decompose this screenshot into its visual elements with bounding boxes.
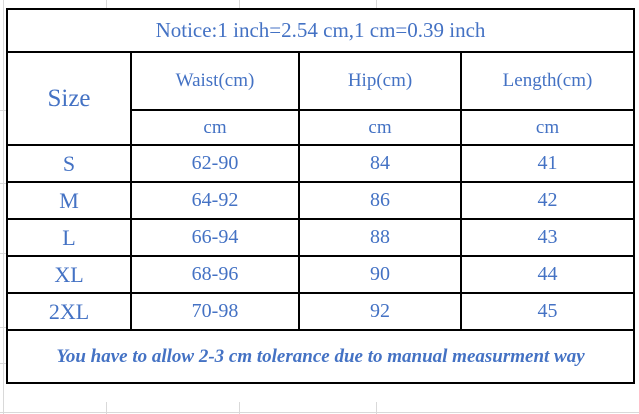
- size-label: M: [6, 181, 132, 220]
- sheet-gridline: [376, 402, 377, 414]
- hip-value: 84: [298, 144, 462, 183]
- table-row-l: L 66-94 88 43: [6, 218, 635, 257]
- length-column-header: Length(cm): [460, 51, 635, 111]
- waist-value: 68-96: [130, 255, 300, 294]
- length-value: 45: [460, 292, 635, 331]
- sheet-gridline: [106, 0, 107, 8]
- length-value: 42: [460, 181, 635, 220]
- size-label: XL: [6, 255, 132, 294]
- table-row-xl: XL 68-96 90 44: [6, 255, 635, 294]
- size-chart-table: Notice:1 inch=2.54 cm,1 cm=0.39 inch Siz…: [6, 8, 635, 384]
- header-row: Size Waist(cm) Hip(cm) Length(cm): [6, 51, 635, 146]
- waist-value: 70-98: [130, 292, 300, 331]
- size-label: L: [6, 218, 132, 257]
- unit-row: cm cm cm: [7, 109, 635, 146]
- size-column-header: Size: [6, 51, 132, 146]
- hip-unit-label: cm: [298, 109, 462, 146]
- tolerance-note: You have to allow 2-3 cm tolerance due t…: [6, 329, 635, 384]
- sheet-gridline: [0, 363, 6, 364]
- table-row-m: M 64-92 86 42: [6, 181, 635, 220]
- waist-column-header: Waist(cm): [130, 51, 300, 111]
- footer-row: You have to allow 2-3 cm tolerance due t…: [6, 329, 635, 384]
- sheet-gridline: [0, 412, 639, 413]
- size-label: S: [6, 144, 132, 183]
- hip-value: 86: [298, 181, 462, 220]
- waist-value: 66-94: [130, 218, 300, 257]
- length-value: 43: [460, 218, 635, 257]
- notice-row: Notice:1 inch=2.54 cm,1 cm=0.39 inch: [6, 8, 635, 53]
- sheet-gridline: [0, 183, 6, 184]
- sheet-gridline: [0, 327, 6, 328]
- hip-value: 88: [298, 218, 462, 257]
- sheet-gridline: [106, 402, 107, 414]
- waist-value: 62-90: [130, 144, 300, 183]
- hip-value: 92: [298, 292, 462, 331]
- sheet-gridline: [239, 0, 240, 8]
- table-row-2xl: 2XL 70-98 92 45: [6, 292, 635, 331]
- hip-column-header: Hip(cm): [298, 51, 462, 111]
- hip-value: 90: [298, 255, 462, 294]
- sheet-gridline: [3, 0, 4, 414]
- waist-value: 64-92: [130, 181, 300, 220]
- length-value: 44: [460, 255, 635, 294]
- length-unit-label: cm: [460, 109, 635, 146]
- sheet-gridline: [0, 110, 6, 111]
- table-row-s: S 62-90 84 41: [6, 144, 635, 183]
- sheet-gridline: [239, 402, 240, 414]
- length-value: 41: [460, 144, 635, 183]
- sheet-gridline: [376, 0, 377, 8]
- sheet-gridline: [0, 253, 6, 254]
- size-label: 2XL: [6, 292, 132, 331]
- waist-unit-label: cm: [130, 109, 300, 146]
- notice-text: Notice:1 inch=2.54 cm,1 cm=0.39 inch: [6, 8, 635, 53]
